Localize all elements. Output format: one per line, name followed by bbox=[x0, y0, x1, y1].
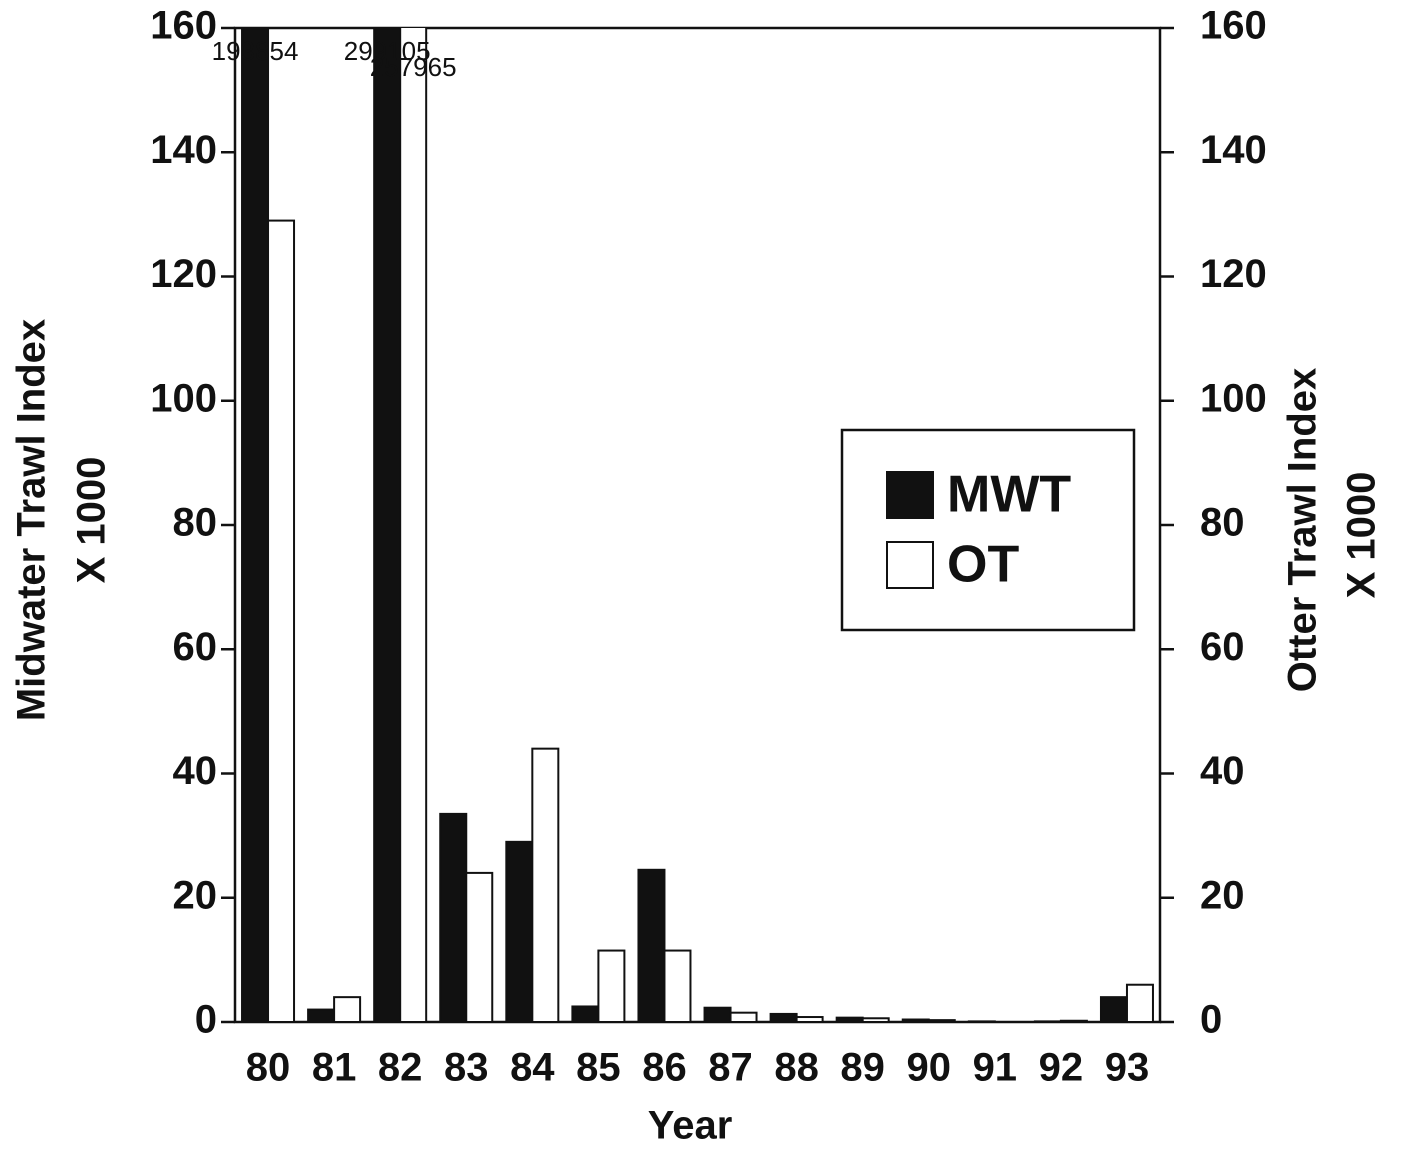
value-label: 299105 bbox=[344, 36, 431, 66]
bar bbox=[795, 1016, 824, 1022]
y2-tick-label: 60 bbox=[1200, 625, 1245, 669]
bar bbox=[1099, 996, 1128, 1022]
bar bbox=[373, 28, 402, 1022]
bar bbox=[729, 1011, 758, 1022]
y-tick-label: 120 bbox=[150, 252, 217, 296]
bar bbox=[465, 871, 494, 1022]
x-tick-label: 88 bbox=[774, 1046, 819, 1090]
y2-tick-label: 120 bbox=[1200, 252, 1267, 296]
x-tick-label: 90 bbox=[907, 1046, 952, 1090]
bar bbox=[663, 949, 692, 1022]
bar bbox=[333, 996, 362, 1022]
bar bbox=[307, 1008, 336, 1022]
y-tick-label: 20 bbox=[173, 873, 218, 917]
bar bbox=[769, 1012, 798, 1022]
y-tick-label: 60 bbox=[173, 625, 218, 669]
bar bbox=[597, 949, 626, 1022]
y2-tick-label: 0 bbox=[1200, 998, 1222, 1042]
legend-label: MWT bbox=[947, 466, 1071, 524]
bar bbox=[241, 28, 270, 1022]
x-tick-label: 81 bbox=[312, 1046, 357, 1090]
y2-tick-label: 140 bbox=[1200, 128, 1267, 172]
value-label: 257965 bbox=[370, 52, 457, 82]
y-tick-label: 140 bbox=[150, 128, 217, 172]
x-tick-label: 89 bbox=[840, 1046, 885, 1090]
y-tick-label: 80 bbox=[173, 501, 218, 545]
x-axis-title: Year bbox=[648, 1104, 733, 1148]
x-tick-label: 86 bbox=[642, 1046, 687, 1090]
legend-swatch bbox=[886, 471, 934, 519]
bar bbox=[439, 812, 468, 1022]
bar bbox=[531, 747, 560, 1022]
bar bbox=[861, 1017, 890, 1022]
x-tick-label: 91 bbox=[973, 1046, 1018, 1090]
x-tick-label: 80 bbox=[246, 1046, 291, 1090]
x-tick-label: 82 bbox=[378, 1046, 423, 1090]
y-tick-label: 160 bbox=[150, 4, 217, 48]
bar bbox=[967, 1020, 996, 1022]
x-tick-label: 92 bbox=[1039, 1046, 1084, 1090]
bar bbox=[571, 1005, 600, 1022]
y2-tick-label: 100 bbox=[1200, 376, 1267, 420]
bar bbox=[703, 1006, 732, 1022]
x-tick-label: 93 bbox=[1105, 1046, 1150, 1090]
value-label: 193854 bbox=[212, 36, 299, 66]
y2-tick-label: 40 bbox=[1200, 749, 1245, 793]
bar bbox=[1125, 983, 1154, 1022]
bar bbox=[835, 1016, 864, 1022]
x-tick-label: 85 bbox=[576, 1046, 621, 1090]
y-tick-label: 100 bbox=[150, 376, 217, 420]
x-tick-label: 83 bbox=[444, 1046, 489, 1090]
legend-box bbox=[840, 428, 1136, 632]
x-tick-label: 84 bbox=[510, 1046, 555, 1090]
bar bbox=[399, 28, 428, 1022]
bar bbox=[927, 1019, 956, 1022]
legend-label: OT bbox=[947, 536, 1019, 594]
y2-tick-label: 160 bbox=[1200, 4, 1267, 48]
y-axis-unit: X 1000 bbox=[70, 457, 114, 584]
y-axis-title: Midwater Trawl Index bbox=[10, 319, 54, 721]
bar bbox=[505, 840, 534, 1022]
y2-axis-title: Otter Trawl Index bbox=[1281, 368, 1325, 693]
legend-swatch bbox=[886, 541, 934, 589]
y-tick-label: 0 bbox=[195, 998, 217, 1042]
bar bbox=[637, 868, 666, 1022]
bar bbox=[1033, 1020, 1062, 1022]
bar bbox=[267, 219, 296, 1022]
bar bbox=[1059, 1019, 1088, 1022]
bar bbox=[901, 1018, 930, 1022]
y2-tick-label: 20 bbox=[1200, 873, 1245, 917]
x-tick-label: 87 bbox=[708, 1046, 753, 1090]
bars bbox=[241, 28, 1154, 1022]
y-tick-label: 40 bbox=[173, 749, 218, 793]
y2-tick-label: 80 bbox=[1200, 501, 1245, 545]
y2-axis-unit: X 1000 bbox=[1340, 472, 1384, 599]
